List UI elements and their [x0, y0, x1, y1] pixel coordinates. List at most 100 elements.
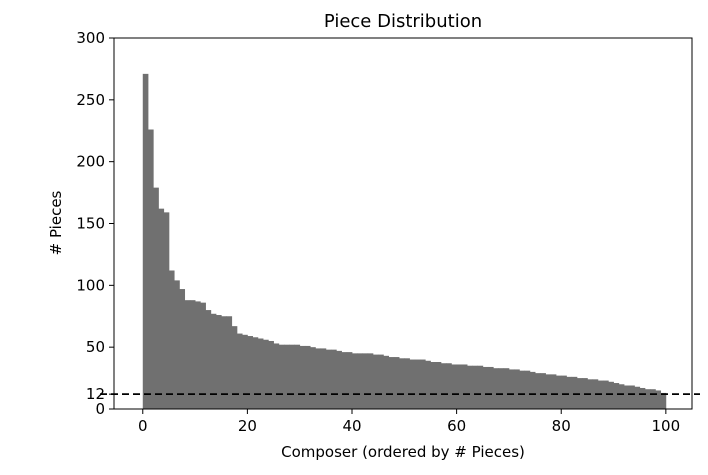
bar — [629, 385, 635, 409]
bar — [184, 300, 191, 409]
y-tick-label: 50 — [86, 338, 105, 356]
bar — [310, 347, 316, 409]
bar — [153, 187, 159, 409]
bar — [205, 310, 212, 409]
bar — [393, 357, 400, 409]
bar — [461, 364, 468, 409]
y-axis-ticks: 012 50 100 150 200 250 300 — [76, 29, 114, 418]
bar — [352, 353, 358, 409]
bar — [440, 363, 447, 409]
bar — [357, 353, 363, 409]
chart-title: Piece Distribution — [324, 11, 482, 32]
bar — [540, 373, 546, 409]
bar — [545, 374, 552, 409]
bar — [435, 362, 442, 409]
x-tick-label: 60 — [447, 417, 466, 435]
bar — [514, 369, 520, 409]
bar — [142, 73, 149, 409]
bar — [299, 345, 306, 409]
bar — [242, 334, 248, 409]
bar — [284, 344, 290, 409]
bar — [508, 369, 515, 409]
bar — [535, 373, 541, 409]
bar — [566, 376, 573, 409]
bar — [613, 383, 620, 409]
bar — [603, 380, 609, 409]
bar — [331, 349, 337, 409]
bar — [660, 392, 667, 409]
bar — [247, 336, 254, 409]
bar — [252, 337, 259, 409]
bar — [236, 333, 243, 409]
bar — [174, 280, 180, 409]
bar — [179, 289, 186, 409]
bar — [399, 358, 405, 409]
bar — [477, 365, 484, 409]
y-tick-label: 300 — [76, 29, 105, 47]
bar — [273, 343, 280, 409]
bar — [639, 387, 646, 409]
bar — [425, 360, 431, 409]
bar — [493, 368, 499, 409]
bar — [304, 345, 311, 409]
bar — [200, 302, 206, 409]
bar — [634, 386, 641, 409]
bar — [482, 366, 489, 409]
bar — [404, 358, 410, 409]
bars-group — [142, 73, 667, 409]
bar — [257, 338, 264, 409]
x-axis-label: Composer (ordered by # Pieces) — [281, 443, 525, 461]
bar — [221, 316, 227, 409]
x-tick-label: 40 — [342, 417, 361, 435]
bar — [210, 313, 217, 409]
bar — [456, 364, 463, 409]
bar — [263, 339, 269, 409]
bar — [325, 349, 332, 409]
bar — [336, 350, 342, 409]
bar — [571, 376, 578, 409]
bar — [367, 353, 374, 409]
bar — [383, 355, 390, 409]
bar — [409, 359, 416, 409]
bar — [378, 354, 384, 409]
bar — [341, 352, 348, 409]
bar — [216, 315, 222, 409]
bar — [226, 316, 233, 409]
bar — [268, 340, 274, 409]
bar — [346, 352, 353, 409]
bar — [624, 385, 630, 409]
x-tick-label: 80 — [552, 417, 571, 435]
y-tick-label: 12 — [86, 385, 105, 403]
bar — [451, 364, 458, 409]
bar — [503, 368, 510, 409]
bar — [372, 354, 379, 409]
bar — [388, 357, 395, 409]
bar — [148, 129, 154, 409]
bar — [472, 365, 478, 409]
bar — [231, 326, 238, 409]
bar — [362, 353, 369, 409]
bar — [467, 365, 473, 409]
bar — [289, 344, 295, 409]
bar — [556, 375, 562, 409]
x-axis-ticks: 0 20 40 60 80 100 — [138, 409, 680, 435]
bar — [195, 301, 201, 409]
bar — [608, 381, 614, 409]
y-tick-label: 200 — [76, 153, 105, 171]
bar — [278, 344, 285, 409]
bar — [524, 370, 531, 409]
bar — [168, 270, 175, 409]
bar — [446, 363, 452, 409]
bar — [550, 374, 557, 409]
y-tick-label: 250 — [76, 91, 105, 109]
bar — [294, 344, 301, 409]
bar — [644, 389, 651, 409]
bar — [561, 375, 567, 409]
bar — [414, 359, 421, 409]
y-tick-label: 100 — [76, 276, 105, 294]
x-tick-label: 20 — [238, 417, 257, 435]
bar — [163, 212, 170, 409]
bar — [158, 208, 165, 409]
